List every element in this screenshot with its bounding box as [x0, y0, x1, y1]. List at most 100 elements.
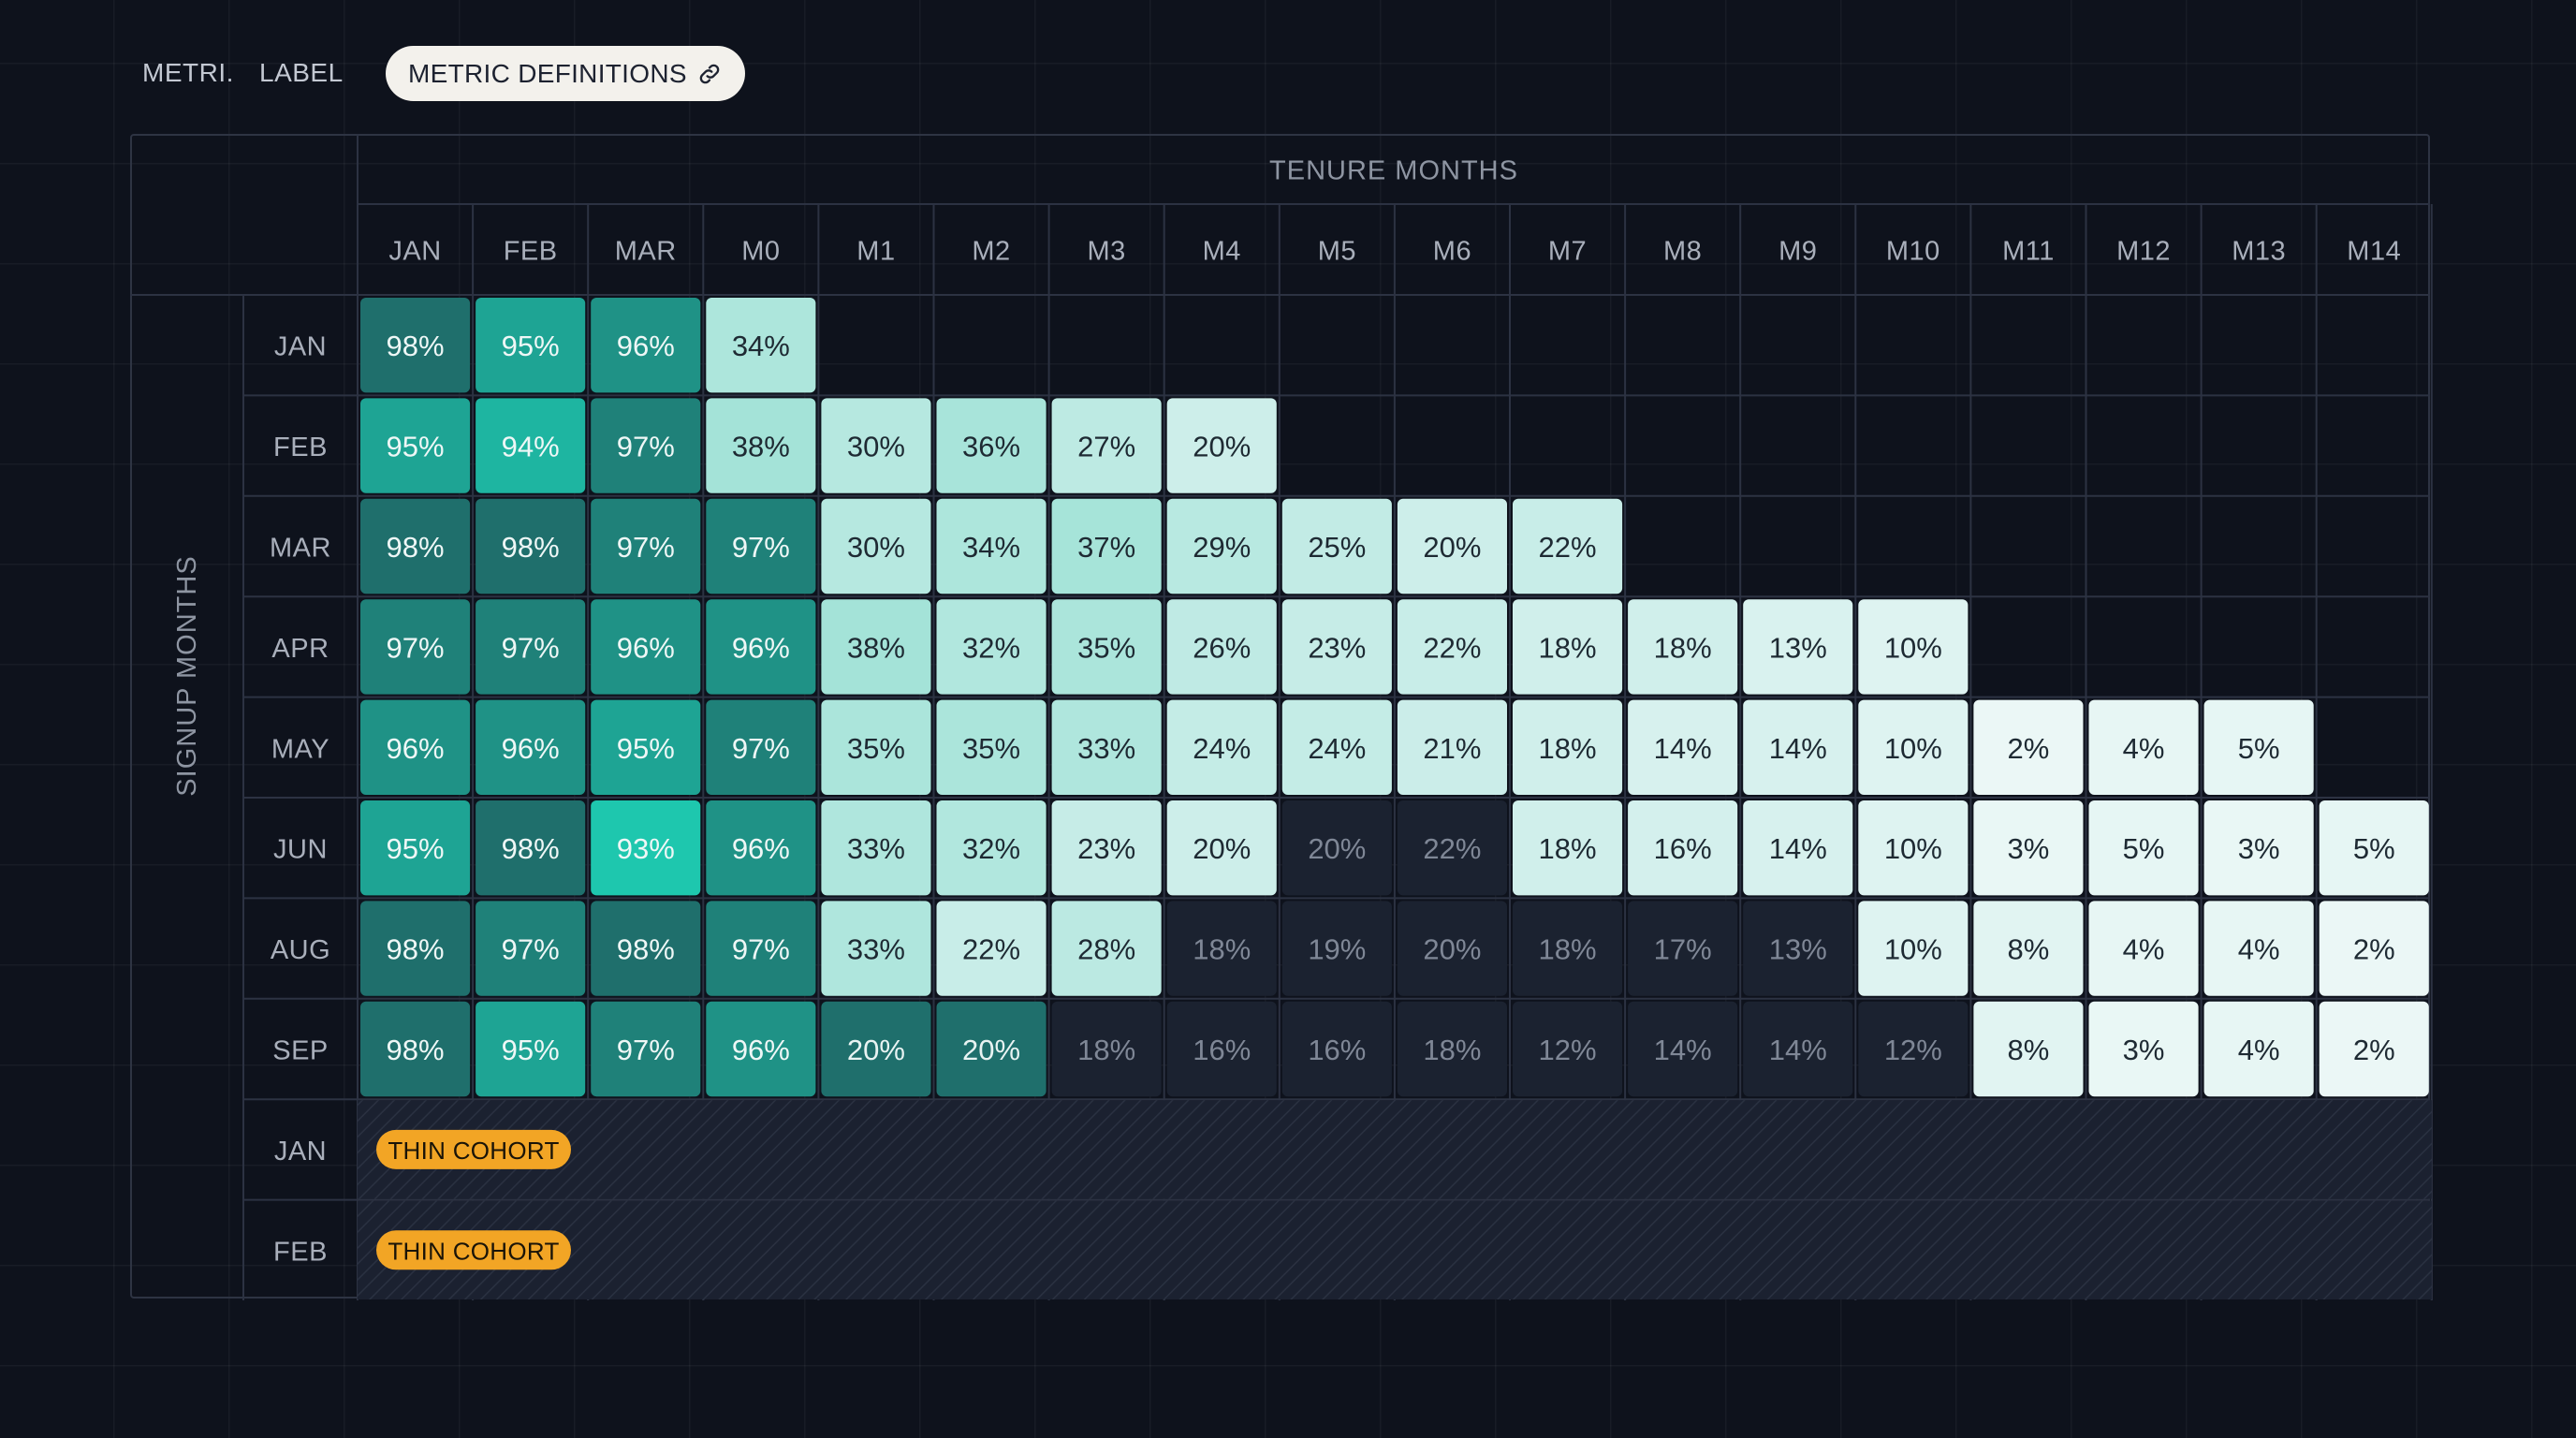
- cell-value: 4%: [2238, 1034, 2280, 1066]
- heatmap-cell: [1166, 398, 1277, 493]
- thin-cohort-badge-label: THIN COHORT: [388, 1137, 559, 1165]
- cell-value: 32%: [962, 631, 1020, 664]
- heatmap-cell: [821, 901, 931, 996]
- cell-value: 22%: [1423, 631, 1481, 664]
- cell-value: 97%: [617, 431, 675, 463]
- row-label: JAN: [274, 332, 327, 362]
- heatmap-cell: [1166, 599, 1277, 695]
- heatmap-cell: [706, 901, 816, 996]
- heatmap-cell: [476, 599, 586, 695]
- heatmap-cell: [1628, 901, 1738, 996]
- thin-cohort-badge-label: THIN COHORT: [388, 1237, 559, 1265]
- cell-value: 28%: [1077, 933, 1135, 966]
- cell-value: 36%: [962, 431, 1020, 463]
- heatmap-cell: [360, 498, 471, 594]
- cell-value: 22%: [1539, 531, 1597, 564]
- cell-value: 18%: [1539, 832, 1597, 865]
- heatmap-cell: [1513, 1001, 1623, 1097]
- cell-value: 13%: [1769, 631, 1827, 664]
- heatmap-cell: [591, 398, 701, 493]
- heatmap-cell: [706, 800, 816, 896]
- x-axis-label: TENURE MONTHS: [1269, 156, 1518, 186]
- heatmap-cell: [360, 398, 471, 493]
- heatmap-cell: [591, 298, 701, 393]
- heatmap-cell: [2319, 901, 2429, 996]
- cell-value: 20%: [1193, 832, 1251, 865]
- heatmap-cell: [1513, 699, 1623, 795]
- thin-cohort-badge: [376, 1230, 571, 1270]
- column-header: M14: [2347, 237, 2401, 267]
- heatmap-cell: [936, 800, 1046, 896]
- heatmap-cell: [1397, 498, 1507, 594]
- heatmap-cell: [1051, 599, 1162, 695]
- heatmap-cell: [360, 298, 471, 393]
- cell-value: 20%: [1423, 531, 1481, 564]
- column-header: JAN: [388, 237, 441, 267]
- cell-value: 16%: [1308, 1034, 1366, 1066]
- heatmap-cell: [706, 398, 816, 493]
- cell-value: 96%: [732, 1034, 790, 1066]
- heatmap-cell: [821, 599, 931, 695]
- heatmap-cell: [1973, 800, 2084, 896]
- cell-value: 3%: [2008, 832, 2050, 865]
- heatmap-cell: [2203, 1001, 2314, 1097]
- cell-value: 96%: [502, 732, 560, 765]
- heatmap-cell: [1858, 1001, 1969, 1097]
- heatmap-cell: [1281, 599, 1392, 695]
- heatmap-cell: [2203, 699, 2314, 795]
- heatmap-cell: [1397, 599, 1507, 695]
- metric-definitions-button[interactable]: METRIC DEFINITIONS: [386, 46, 745, 101]
- cell-value: 33%: [847, 832, 905, 865]
- heatmap-cell: [706, 699, 816, 795]
- row-label: MAR: [270, 534, 331, 564]
- cell-value: 98%: [502, 531, 560, 564]
- cell-value: 35%: [962, 732, 1020, 765]
- heatmap-cell: [591, 901, 701, 996]
- heatmap-cell: [936, 699, 1046, 795]
- cell-value: 2%: [2353, 933, 2395, 966]
- heatmap-cell: [936, 1001, 1046, 1097]
- heatmap-cell: [2088, 699, 2199, 795]
- heatmap-cell: [1051, 800, 1162, 896]
- heatmap-cell: [1743, 1001, 1853, 1097]
- heatmap-cell: [1051, 498, 1162, 594]
- cell-value: 5%: [2353, 832, 2395, 865]
- cell-value: 23%: [1077, 832, 1135, 865]
- cell-value: 33%: [847, 933, 905, 966]
- cell-value: 14%: [1769, 832, 1827, 865]
- cell-value: 5%: [2238, 732, 2280, 765]
- cell-value: 96%: [732, 631, 790, 664]
- column-header: M11: [2002, 237, 2055, 267]
- column-header: M3: [1088, 237, 1126, 267]
- cell-value: 21%: [1423, 732, 1481, 765]
- heatmap-cell: [1281, 800, 1392, 896]
- heatmap-cell: [591, 498, 701, 594]
- cell-value: 95%: [387, 431, 445, 463]
- cell-value: 18%: [1077, 1034, 1135, 1066]
- heatmap-cell: [476, 800, 586, 896]
- cell-value: 29%: [1193, 531, 1251, 564]
- label-tab[interactable]: LABEL: [259, 58, 344, 87]
- cell-value: 20%: [1193, 431, 1251, 463]
- link-icon: [699, 64, 720, 83]
- cell-value: 18%: [1539, 732, 1597, 765]
- heatmap-cell: [1051, 398, 1162, 493]
- heatmap-cell: [1513, 800, 1623, 896]
- cell-value: 95%: [617, 732, 675, 765]
- cell-value: 95%: [502, 1034, 560, 1066]
- metric-tab[interactable]: METRI.: [142, 58, 234, 87]
- cell-value: 17%: [1654, 933, 1712, 966]
- heatmap-cell: [1397, 800, 1507, 896]
- cell-value: 18%: [1654, 631, 1712, 664]
- cell-value: 10%: [1884, 732, 1942, 765]
- heatmap-cell: [2088, 800, 2199, 896]
- heatmap-cell: [591, 800, 701, 896]
- column-header: M6: [1433, 237, 1471, 267]
- cell-value: 22%: [1423, 832, 1481, 865]
- cell-value: 33%: [1077, 732, 1135, 765]
- cell-value: 5%: [2123, 832, 2165, 865]
- cell-value: 37%: [1077, 531, 1135, 564]
- heatmap-cell: [476, 298, 586, 393]
- column-header: M9: [1778, 237, 1817, 267]
- cell-value: 98%: [617, 933, 675, 966]
